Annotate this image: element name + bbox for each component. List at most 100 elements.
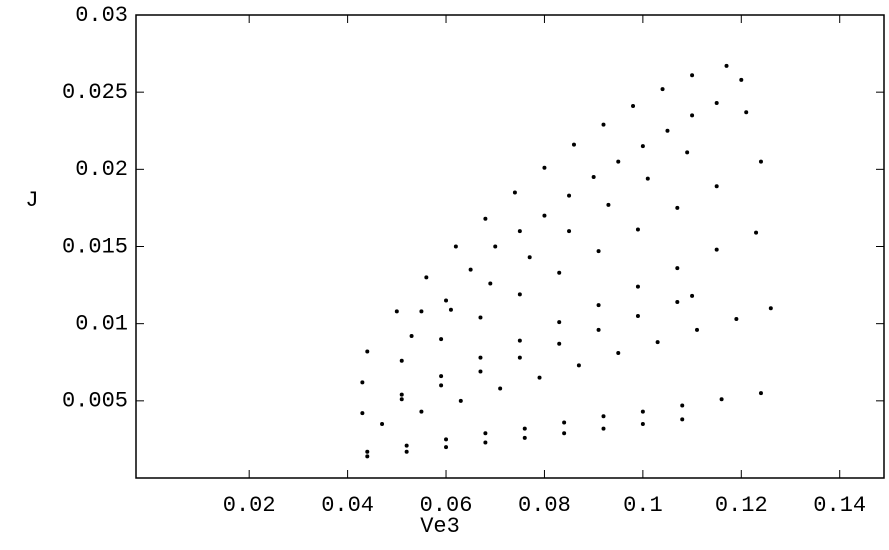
point <box>660 87 665 92</box>
point <box>439 374 444 379</box>
point <box>394 309 399 314</box>
point <box>631 104 636 109</box>
point <box>517 292 522 297</box>
point <box>517 338 522 343</box>
point <box>537 375 542 380</box>
point <box>571 142 576 147</box>
point <box>478 315 483 320</box>
point <box>483 431 488 436</box>
point <box>640 144 645 149</box>
point <box>576 363 581 368</box>
point <box>734 317 739 322</box>
point <box>719 397 724 402</box>
point <box>675 266 680 271</box>
point <box>635 313 640 318</box>
point <box>744 110 749 115</box>
point <box>567 229 572 234</box>
point <box>483 440 488 445</box>
point <box>591 175 596 180</box>
point <box>739 77 744 82</box>
point <box>380 421 385 426</box>
point <box>365 349 370 354</box>
y-tick-label: 0.02 <box>75 157 128 182</box>
point <box>498 386 503 391</box>
point <box>404 449 409 454</box>
point <box>444 445 449 450</box>
point <box>365 454 370 459</box>
point <box>478 355 483 360</box>
point <box>517 355 522 360</box>
point <box>690 113 695 118</box>
point <box>483 216 488 221</box>
point <box>675 205 680 210</box>
point <box>488 281 493 286</box>
point <box>695 327 699 332</box>
point <box>458 398 463 403</box>
point <box>758 391 763 396</box>
point <box>399 392 404 397</box>
point <box>616 159 621 164</box>
x-tick-label: 0.02 <box>223 493 276 518</box>
point <box>512 190 517 195</box>
point <box>419 409 424 414</box>
point <box>527 255 532 260</box>
point <box>601 426 606 431</box>
point <box>468 267 473 272</box>
point <box>365 449 370 454</box>
point <box>596 303 601 308</box>
point <box>453 244 458 249</box>
y-tick-label: 0.025 <box>62 80 128 105</box>
point <box>645 176 650 181</box>
point <box>360 411 365 416</box>
y-tick-label: 0.01 <box>75 311 128 336</box>
point <box>754 230 759 235</box>
point <box>596 327 601 332</box>
point <box>690 73 695 78</box>
point <box>404 443 409 448</box>
point <box>635 227 640 232</box>
x-tick-label: 0.1 <box>623 493 663 518</box>
point <box>448 307 453 312</box>
x-tick-label: 0.14 <box>813 493 866 518</box>
point <box>542 213 547 218</box>
point <box>601 122 606 127</box>
point <box>557 320 562 325</box>
point <box>562 420 567 425</box>
y-tick-label: 0.015 <box>62 234 128 259</box>
x-tick-label: 0.04 <box>321 493 374 518</box>
point <box>567 193 572 198</box>
x-axis-label: Ve3 <box>420 514 460 539</box>
point <box>680 417 685 422</box>
point <box>685 150 690 155</box>
point <box>542 165 547 170</box>
point <box>768 306 773 311</box>
point <box>399 358 404 363</box>
point <box>714 247 719 252</box>
point <box>680 403 685 408</box>
point <box>640 421 645 426</box>
point <box>724 63 729 68</box>
point <box>601 414 606 419</box>
point <box>409 334 414 339</box>
point <box>690 293 695 298</box>
point <box>596 249 601 254</box>
point <box>444 437 449 442</box>
point <box>635 284 640 289</box>
point <box>517 229 522 234</box>
point <box>606 202 611 207</box>
point <box>522 435 527 440</box>
point <box>439 337 444 342</box>
point <box>557 341 562 346</box>
point <box>360 380 365 385</box>
y-axis-label: J <box>25 188 38 213</box>
point <box>675 300 680 305</box>
x-tick-label: 0.12 <box>715 493 768 518</box>
x-tick-label: 0.08 <box>518 493 571 518</box>
y-tick-label: 0.005 <box>62 389 128 414</box>
plot-frame <box>135 14 885 479</box>
point <box>424 275 429 280</box>
x-tick-label: 0.06 <box>420 493 473 518</box>
point <box>758 159 763 164</box>
